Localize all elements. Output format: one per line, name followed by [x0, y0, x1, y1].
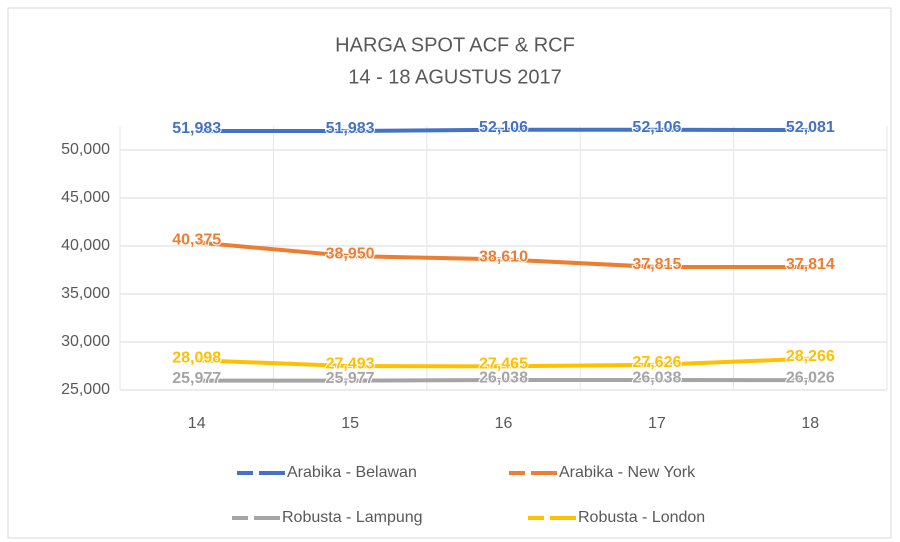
series-line: [196, 356, 811, 369]
data-label: 40,375: [172, 232, 221, 249]
data-label: 25,977: [326, 370, 375, 387]
data-label: 27,493: [326, 355, 375, 372]
y-tick-label: 35,000: [61, 285, 110, 302]
legend-label: Robusta - Lampung: [282, 509, 423, 526]
data-label: 38,950: [326, 245, 375, 262]
data-label: 26,038: [632, 369, 681, 386]
x-tick-label: 16: [495, 415, 513, 432]
data-label: 51,983: [172, 120, 221, 137]
y-tick-label: 25,000: [61, 381, 110, 398]
data-label: 52,081: [786, 119, 835, 136]
data-label: 51,983: [326, 120, 375, 137]
y-tick-label: 50,000: [61, 141, 110, 158]
x-tick-label: 14: [188, 415, 206, 432]
data-label: 25,977: [172, 370, 221, 387]
data-label: 28,266: [786, 348, 835, 365]
chart-subtitle: 14 - 18 AGUSTUS 2017: [348, 66, 561, 88]
legend-label: Robusta - London: [578, 509, 705, 526]
legend-label: Arabika - Belawan: [287, 464, 417, 481]
data-label: 27,626: [632, 354, 681, 371]
y-tick-label: 45,000: [61, 189, 110, 206]
data-label: 37,814: [786, 256, 835, 273]
y-tick-label: 40,000: [61, 237, 110, 254]
y-tick-label: 30,000: [61, 333, 110, 350]
legend-label: Arabika - New York: [559, 464, 696, 481]
data-label: 52,106: [632, 119, 681, 136]
chart-border: [7, 7, 892, 539]
series-line: [196, 127, 811, 133]
chart-title: HARGA SPOT ACF & RCF: [335, 34, 575, 56]
data-label: 52,106: [479, 119, 528, 136]
x-tick-label: 17: [648, 415, 666, 432]
data-label: 26,038: [479, 369, 528, 386]
series-line: [196, 378, 811, 383]
data-label: 28,098: [172, 349, 221, 366]
data-label: 38,610: [479, 249, 528, 266]
x-tick-label: 15: [341, 415, 359, 432]
series-line: [196, 240, 811, 269]
data-label: 26,026: [786, 369, 835, 386]
x-tick-label: 18: [801, 415, 819, 432]
data-label: 27,465: [479, 356, 528, 373]
data-label: 37,815: [632, 256, 681, 273]
